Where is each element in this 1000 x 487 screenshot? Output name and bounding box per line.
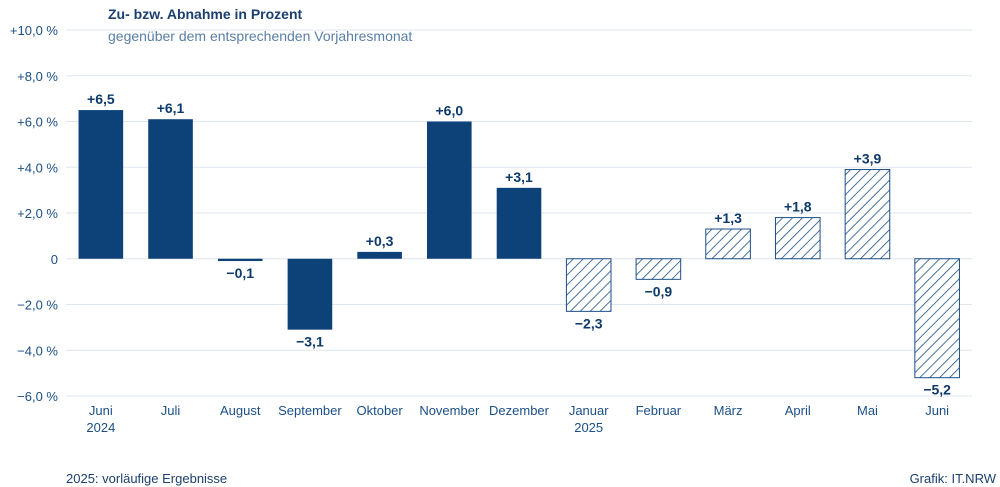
x-tick-label: 2025 <box>574 420 603 435</box>
x-tick-label: November <box>419 403 480 418</box>
x-tick-label: August <box>220 403 261 418</box>
value-label: +0,3 <box>366 233 394 249</box>
x-tick-label: Februar <box>636 403 682 418</box>
x-tick-label: Juni <box>89 403 113 418</box>
value-label: +1,8 <box>784 199 812 215</box>
x-tick-label: 2024 <box>86 420 115 435</box>
x-tick-label: Oktober <box>356 403 403 418</box>
x-tick-label: Dezember <box>489 403 550 418</box>
y-tick-label: +4,0 % <box>17 160 58 175</box>
chart-title: Zu- bzw. Abnahme in Prozent <box>108 6 303 22</box>
chart-subtitle: gegenüber dem entsprechenden Vorjahresmo… <box>108 28 413 44</box>
value-label: +3,9 <box>854 151 882 167</box>
x-tick-label: Mai <box>857 403 878 418</box>
value-label: +3,1 <box>505 169 533 185</box>
value-label: −0,1 <box>226 265 254 281</box>
y-tick-label: −2,0 % <box>17 298 58 313</box>
value-label: +6,1 <box>157 100 185 116</box>
bar <box>427 121 472 259</box>
bar <box>705 228 751 260</box>
bar <box>148 119 193 259</box>
y-tick-label: +2,0 % <box>17 206 58 221</box>
y-axis-labels: +10,0 % +8,0 % +6,0 % +4,0 % +2,0 % 0 −2,0 % −4… <box>10 23 59 404</box>
value-label: +1,3 <box>714 210 742 226</box>
value-label: −3,1 <box>296 334 324 350</box>
value-label: −2,3 <box>575 315 603 331</box>
bars <box>78 110 960 379</box>
bar <box>357 251 402 259</box>
x-axis-labels: Juni 2024 Juli August September Oktober Novemb… <box>86 403 949 435</box>
bar <box>217 258 263 262</box>
y-tick-label: +6,0 % <box>17 115 58 130</box>
bar <box>914 258 960 379</box>
x-tick-label: März <box>714 403 743 418</box>
value-label: −0,9 <box>645 283 673 299</box>
y-tick-label: −4,0 % <box>17 343 58 358</box>
x-tick-label: Juli <box>161 403 181 418</box>
x-tick-label: Juni <box>925 403 949 418</box>
bar <box>496 187 542 259</box>
y-tick-label: −6,0 % <box>17 389 58 404</box>
value-label: −5,2 <box>923 382 951 398</box>
value-labels: +6,5 +6,1 −0,1 −3,1 +0,3 +6,0 +3,1 −2,3 −0,9 +1,3… <box>87 91 951 398</box>
y-tick-label: +8,0 % <box>17 69 58 84</box>
bar <box>774 217 821 260</box>
footnote: 2025: vorläufige Ergebnisse <box>66 471 228 486</box>
value-label: +6,0 <box>435 103 463 119</box>
bar <box>78 110 124 259</box>
value-label: +6,5 <box>87 91 115 107</box>
credit: Grafik: IT.NRW <box>909 471 996 486</box>
x-tick-label: April <box>785 403 811 418</box>
bar <box>635 258 682 280</box>
x-tick-label: September <box>278 403 342 418</box>
bar <box>844 169 891 260</box>
y-tick-label: +10,0 % <box>10 23 59 38</box>
y-tick-label: 0 <box>51 252 58 267</box>
bar <box>287 258 333 330</box>
x-tick-label: Januar <box>569 403 609 418</box>
bar <box>565 258 612 312</box>
